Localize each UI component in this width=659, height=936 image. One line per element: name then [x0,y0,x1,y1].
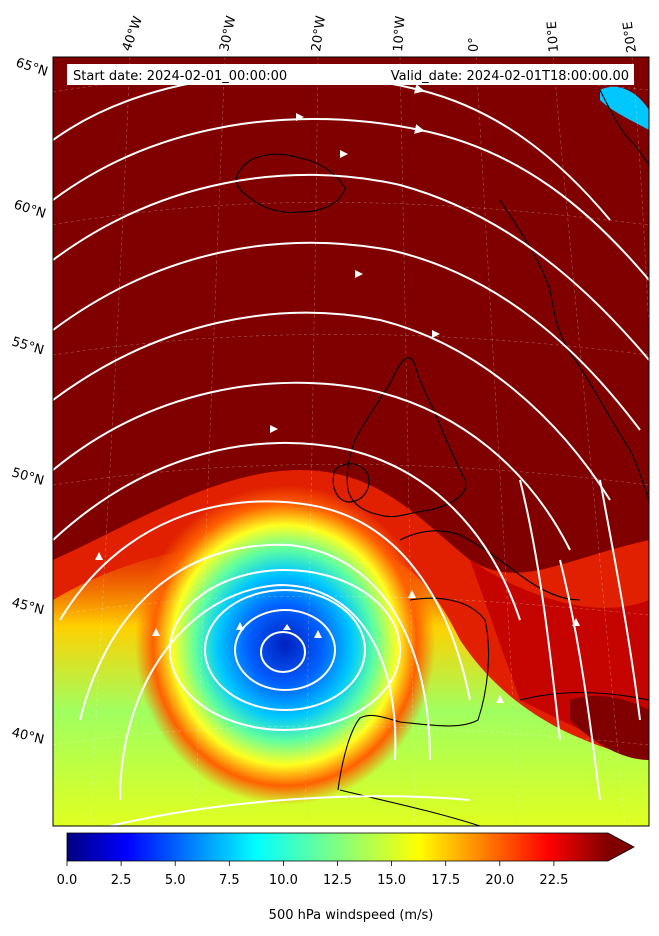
colorbar-gradient [67,833,608,861]
lon-label: 10°E [545,21,562,53]
colorbar-tick-label: 5.0 [165,873,186,888]
streamlines [53,73,649,826]
map-frame [52,56,650,827]
mediterranean-coast [519,691,649,701]
streamline [53,441,521,621]
colorbar: 0.0 2.5 5.0 7.5 10.0 12.5 15.0 17.5 20.0 22.5 500… [57,832,635,923]
colorbar-outline [66,832,635,862]
norway-coast [499,199,649,501]
graticule [53,57,649,826]
streamline [53,173,649,361]
streamline [599,479,641,721]
streamline [109,795,471,826]
britain-coast [346,357,467,518]
streamline [53,381,571,551]
streamline [519,479,561,741]
streamline-arrows [95,113,580,703]
latitude-labels: 65°N 60°N 55°N 50°N 45°N 40°N [10,56,50,748]
valid-date-label: Valid_date: 2024-02-01T18:00:00.00 [391,69,629,84]
colorbar-tick-label: 17.5 [431,873,460,888]
streamline [53,117,649,281]
lon-label: 20°W [309,15,329,53]
lat-label: 60°N [12,198,48,222]
lat-label: 50°N [10,465,46,488]
field-patch-med [570,695,649,760]
streamline [260,631,306,673]
scandinavia-north-coast [599,89,649,166]
colorbar-label: 500 hPa windspeed (m/s) [269,908,434,923]
streamline [204,589,366,711]
streamline [53,73,611,221]
lat-label: 40°N [10,725,45,747]
streamline [59,500,471,701]
colorbar-tick-label: 22.5 [539,873,568,888]
streamline [169,569,401,731]
lat-label: 45°N [10,595,46,618]
colorbar-tick-label: 20.0 [485,873,514,888]
colorbar-tick-label: 10.0 [269,873,298,888]
longitude-labels: 40°W 30°W 20°W 10°W 0° 10°E 20°E [120,14,640,53]
field-patch-north [600,86,649,130]
colorbar-tick-label: 15.0 [377,873,406,888]
lat-label: 65°N [14,56,50,80]
ireland-coast [332,463,370,503]
iberia-coast [337,597,490,791]
colorbar-tick-label: 12.5 [323,873,352,888]
streamline [119,583,397,801]
streamline [53,241,641,431]
lon-label: 40°W [120,14,146,53]
lon-label: 20°E [621,20,640,53]
colorbar-tick-label: 0.0 [57,873,78,888]
title-box [67,64,634,85]
france-coast [399,530,581,601]
iceland-coast [235,153,346,213]
colorbar-ticks: 0.0 2.5 5.0 7.5 10.0 12.5 15.0 17.5 20.0 22.5 [57,861,568,888]
streamline [53,311,611,501]
lat-label: 55°N [10,334,46,358]
start-date-label: Start date: 2024-02-01_00:00:00 [73,69,287,84]
streamline [559,559,601,801]
streamline [234,609,336,691]
lon-label: 10°W [391,15,408,52]
coastlines [235,89,649,826]
africa-coast [339,789,481,826]
colorbar-tick-label: 7.5 [219,873,240,888]
low-pressure-core [135,485,435,805]
colorbar-extend-arrow [608,833,634,861]
wind-field [53,57,649,826]
lon-label: 0° [467,37,482,52]
colorbar-tick-label: 2.5 [111,873,132,888]
lon-label: 30°W [217,14,239,52]
streamline [79,543,431,761]
